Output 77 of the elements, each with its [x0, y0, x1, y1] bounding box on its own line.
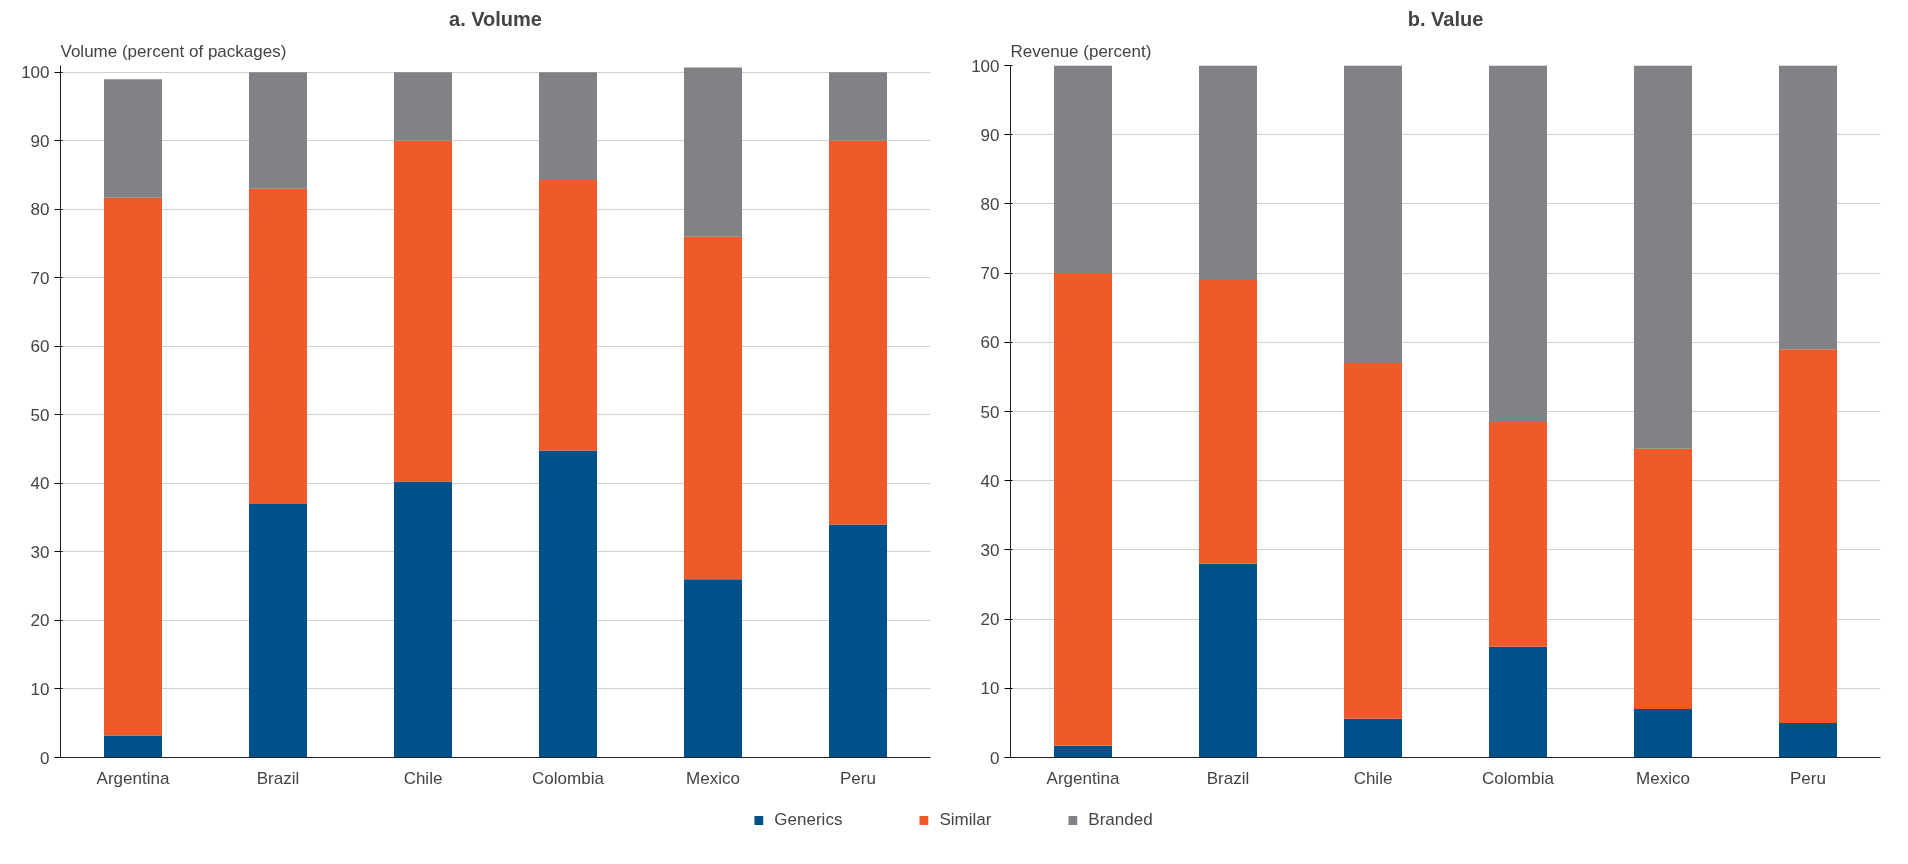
bar — [1634, 65, 1692, 449]
y-tick-label: 0 — [40, 748, 50, 768]
legend-label: Branded — [1088, 810, 1153, 830]
y-tick-label: 100 — [21, 63, 50, 83]
y-axis-title: Revenue (percent) — [1010, 41, 1152, 61]
bar — [1489, 65, 1547, 422]
bar — [1344, 363, 1402, 719]
y-tick-label: 60 — [30, 337, 50, 357]
bar — [539, 450, 597, 758]
bar — [249, 72, 307, 189]
bar — [684, 579, 742, 758]
bar — [1199, 65, 1257, 281]
bar — [1344, 718, 1402, 758]
bar — [1779, 349, 1837, 723]
y-tick-label: 90 — [980, 125, 1000, 145]
x-tick-label: Mexico — [686, 768, 740, 788]
bar — [1634, 448, 1692, 710]
x-tick-label: Brazil — [1206, 768, 1250, 788]
y-axis-title: Volume (percent of packages) — [60, 41, 287, 61]
y-tick-label: 0 — [990, 748, 1000, 768]
x-tick-label: Colombia — [1482, 768, 1555, 788]
y-tick-label: 10 — [980, 679, 1000, 699]
y-tick-label: 20 — [30, 611, 50, 631]
bar — [539, 179, 597, 451]
y-tick-label: 100 — [971, 56, 1000, 76]
x-tick-label: Argentina — [96, 768, 170, 788]
bar — [104, 197, 162, 736]
x-tick-label: Chile — [1353, 768, 1393, 788]
bar — [684, 67, 742, 237]
bar — [1779, 722, 1837, 758]
y-tick-label: 40 — [980, 471, 1000, 491]
bar — [1054, 745, 1112, 758]
y-tick-label: 80 — [980, 194, 1000, 214]
y-tick-label: 80 — [30, 200, 50, 220]
bar — [1199, 280, 1257, 564]
y-tick-label: 90 — [30, 131, 50, 151]
legend-label: Similar — [939, 810, 992, 830]
bar — [1054, 273, 1112, 746]
bar — [539, 72, 597, 180]
y-tick-label: 40 — [30, 474, 50, 494]
x-tick-label: Chile — [403, 768, 443, 788]
x-tick-label: Argentina — [1046, 768, 1120, 788]
bar — [829, 524, 887, 758]
y-tick-label: 20 — [980, 610, 1000, 630]
y-tick-label: 50 — [30, 405, 50, 425]
bar — [1634, 709, 1692, 758]
bar — [1779, 65, 1837, 350]
x-tick-label: Peru — [1790, 768, 1826, 788]
x-tick-label: Peru — [840, 768, 876, 788]
legend-label: Generics — [774, 810, 843, 830]
y-tick-label: 10 — [30, 679, 50, 699]
y-tick-label: 50 — [980, 402, 1000, 422]
y-tick-label: 70 — [980, 264, 1000, 284]
chart-title: a. Volume — [449, 7, 543, 30]
y-tick-label: 70 — [30, 268, 50, 288]
bar — [1054, 65, 1112, 274]
x-tick-label: Mexico — [1636, 768, 1690, 788]
bar — [249, 188, 307, 504]
y-tick-label: 30 — [30, 542, 50, 562]
bar — [394, 140, 452, 482]
x-tick-label: Brazil — [256, 768, 300, 788]
y-tick-label: 30 — [980, 540, 1000, 560]
bar — [1344, 65, 1402, 364]
bar — [394, 481, 452, 758]
bar — [104, 735, 162, 758]
bar — [394, 72, 452, 141]
bar — [249, 504, 307, 758]
bar — [1199, 563, 1257, 758]
y-tick-label: 60 — [980, 333, 1000, 353]
chart-title: b. Value — [1407, 7, 1484, 30]
bar — [1489, 646, 1547, 758]
bar — [1489, 421, 1547, 647]
bar — [829, 72, 887, 141]
bar — [684, 236, 742, 580]
bar — [829, 140, 887, 525]
bar — [104, 79, 162, 198]
x-tick-label: Colombia — [532, 768, 605, 788]
